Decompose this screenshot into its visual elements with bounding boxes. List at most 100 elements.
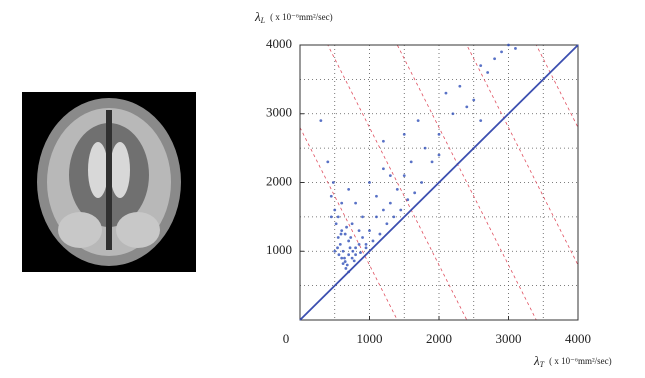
scatter-point — [382, 209, 385, 212]
scatter-point — [438, 133, 441, 136]
scatter-point — [458, 85, 461, 88]
iso-line — [300, 0, 645, 320]
scatter-point — [417, 119, 420, 122]
scatter-point — [403, 133, 406, 136]
scatter-point — [403, 174, 406, 177]
brain-image — [22, 92, 196, 272]
scatter-point — [368, 229, 371, 232]
scatter-point — [330, 195, 333, 198]
scatter-point — [342, 262, 345, 265]
y-axis-label: λL( x 10⁻⁶mm²/sec) — [254, 9, 333, 25]
y-tick-label: 2000 — [266, 173, 292, 188]
scatter-point — [413, 191, 416, 194]
scatter-point — [359, 251, 362, 254]
scatter-point — [375, 195, 378, 198]
scatter-point — [344, 233, 347, 236]
scatter-point — [358, 243, 361, 246]
scatter-point — [337, 215, 340, 218]
scatter-point — [420, 181, 423, 184]
scatter-point — [347, 240, 350, 243]
y-tick-label: 1000 — [266, 242, 292, 257]
scatter-point — [406, 198, 409, 201]
scatter-point — [372, 240, 375, 243]
scatter-point — [332, 181, 335, 184]
iso-line — [300, 0, 645, 320]
scatter-point — [379, 233, 382, 236]
y-tick-label: 4000 — [266, 36, 292, 51]
scatter-point — [353, 259, 356, 262]
scatter-point — [399, 209, 402, 212]
scatter-point — [472, 99, 475, 102]
iso-line — [300, 0, 467, 320]
scatter-point — [365, 243, 368, 246]
scatter-point — [349, 246, 352, 249]
scatter-point — [479, 119, 482, 122]
scatter-point — [351, 222, 354, 225]
scatter-point — [343, 257, 346, 260]
x-tick-label: 3000 — [496, 331, 522, 346]
scatter-point — [479, 64, 482, 67]
scatter-point — [452, 112, 455, 115]
scatter-point — [445, 92, 448, 95]
scatter-point — [344, 260, 347, 263]
scatter-point — [365, 246, 368, 249]
x-tick-label: 0 — [283, 331, 290, 346]
scatter-point — [500, 50, 503, 53]
iso-line — [300, 128, 397, 321]
x-tick-label: 1000 — [357, 331, 383, 346]
scatter-point — [330, 215, 333, 218]
scatter-point — [392, 215, 395, 218]
scatter-point — [342, 250, 345, 253]
iso-line — [300, 0, 536, 320]
scatter-point — [354, 202, 357, 205]
scatter-point — [361, 215, 364, 218]
scatter-point — [389, 174, 392, 177]
x-tick-label: 2000 — [426, 331, 452, 346]
scatter-point — [333, 250, 336, 253]
scatter-point — [410, 160, 413, 163]
iso-line — [300, 0, 606, 320]
scatter-point — [338, 253, 341, 256]
scatter-point — [375, 215, 378, 218]
scatter-point — [385, 222, 388, 225]
scatter-point — [351, 250, 354, 253]
scatter-point — [339, 243, 342, 246]
scatter-point — [335, 222, 338, 225]
x-tick-label: 4000 — [565, 331, 591, 346]
scatter-point — [358, 229, 361, 232]
scatter-point — [354, 246, 357, 249]
y-tick-label: 3000 — [266, 105, 292, 120]
scatter-point — [333, 209, 336, 212]
scatter-point — [346, 264, 349, 267]
scatter-point — [347, 188, 350, 191]
scatter-point — [340, 257, 343, 260]
scatter-point — [368, 181, 371, 184]
scatter-point — [354, 253, 357, 256]
scatter-point — [438, 154, 441, 157]
scatter-point — [340, 233, 343, 236]
scatter-point — [382, 167, 385, 170]
scatter-point — [514, 47, 517, 50]
scatter-point — [396, 188, 399, 191]
scatter-point — [424, 147, 427, 150]
scatter-point — [340, 229, 343, 232]
x-axis-label: λT( x 10⁻⁶mm²/sec) — [533, 353, 612, 369]
scatter-point — [345, 226, 348, 229]
scatter-point — [465, 105, 468, 108]
scatter-point — [351, 257, 354, 260]
scatter-point — [326, 160, 329, 163]
scatter-point — [340, 202, 343, 205]
scatter-point — [319, 119, 322, 122]
scatter-point — [361, 236, 364, 239]
scatter-point — [431, 160, 434, 163]
scatter-point — [344, 267, 347, 270]
scatter-point — [349, 236, 352, 239]
scatter-point — [389, 202, 392, 205]
scatter-point — [486, 71, 489, 74]
figure: λL( x 10⁻⁶mm²/sec) λT( x 10⁻⁶mm²/sec) 0 1… — [0, 0, 645, 378]
scatter-point — [337, 236, 340, 239]
scatter-point — [347, 253, 350, 256]
scatter-point — [507, 44, 510, 47]
scatter-point — [336, 246, 339, 249]
scatter-point — [382, 140, 385, 143]
